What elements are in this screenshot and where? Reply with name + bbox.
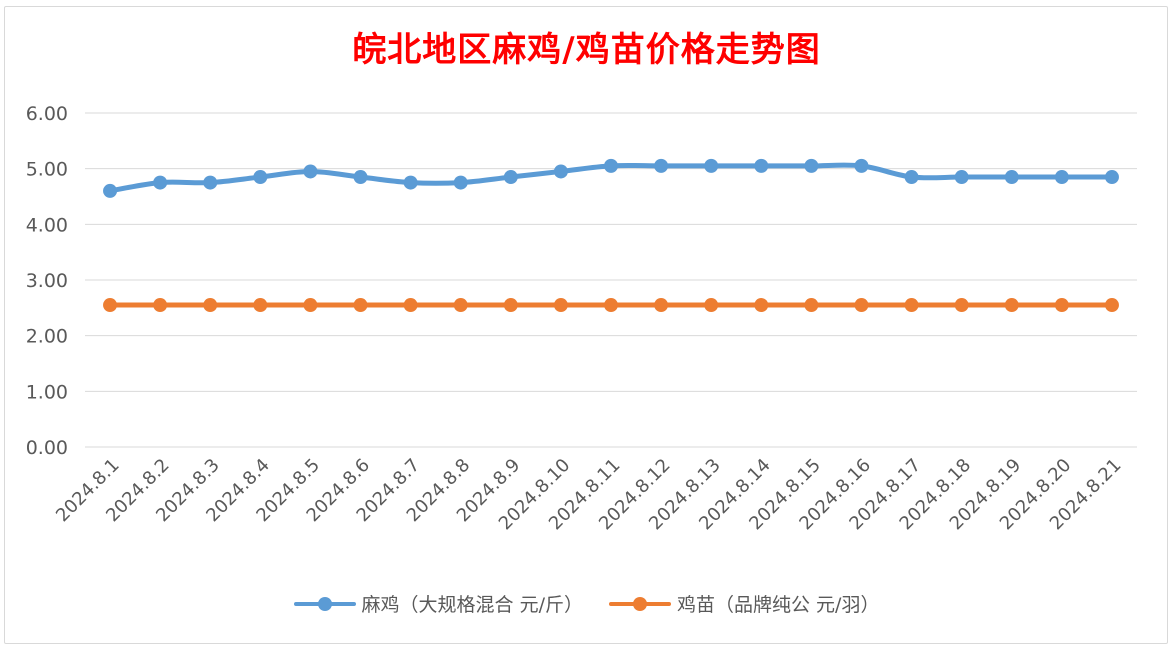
y-tick-label: 5.00 xyxy=(26,159,68,181)
legend-label-maji: 麻鸡（大规格混合 元/斤） xyxy=(361,594,583,616)
y-tick-label: 6.00 xyxy=(26,103,68,125)
data-point-1 xyxy=(153,298,168,313)
data-point-0 xyxy=(153,175,168,190)
data-point-0 xyxy=(654,158,669,173)
data-point-0 xyxy=(203,175,218,190)
data-point-1 xyxy=(704,298,719,313)
data-point-0 xyxy=(904,170,919,185)
data-point-1 xyxy=(954,298,969,313)
legend-item-jimiao: 鸡苗（品牌纯公 元/羽） xyxy=(609,590,879,617)
data-point-0 xyxy=(353,170,368,185)
data-point-1 xyxy=(503,298,518,313)
data-point-1 xyxy=(804,298,819,313)
y-tick-label: 4.00 xyxy=(26,214,68,236)
y-tick-label: 2.00 xyxy=(26,326,68,348)
data-point-1 xyxy=(553,298,568,313)
data-point-0 xyxy=(1054,170,1069,185)
data-point-0 xyxy=(103,183,118,198)
data-point-0 xyxy=(553,164,568,179)
data-point-1 xyxy=(854,298,869,313)
chart-area xyxy=(4,6,1168,644)
data-point-1 xyxy=(103,298,118,313)
data-point-0 xyxy=(503,170,518,185)
data-point-1 xyxy=(303,298,318,313)
data-point-1 xyxy=(1054,298,1069,313)
data-point-0 xyxy=(253,170,268,185)
data-point-0 xyxy=(854,158,869,173)
data-point-1 xyxy=(1104,298,1119,313)
data-point-0 xyxy=(1004,170,1019,185)
data-point-0 xyxy=(453,175,468,190)
data-point-0 xyxy=(704,158,719,173)
data-point-1 xyxy=(403,298,418,313)
data-point-0 xyxy=(1104,170,1119,185)
legend-label-jimiao: 鸡苗（品牌纯公 元/羽） xyxy=(677,594,880,616)
legend-item-maji: 麻鸡（大规格混合 元/斤） xyxy=(293,590,583,617)
data-point-0 xyxy=(954,170,969,185)
chart-title: 皖北地区麻鸡/鸡苗价格走势图 xyxy=(352,30,821,70)
data-point-0 xyxy=(804,158,819,173)
data-point-1 xyxy=(654,298,669,313)
y-tick-label: 0.00 xyxy=(26,437,68,459)
y-tick-label: 3.00 xyxy=(26,270,68,292)
legend-swatch-jimiao xyxy=(609,594,671,614)
data-point-1 xyxy=(203,298,218,313)
legend-swatch-maji xyxy=(293,594,356,614)
data-point-1 xyxy=(453,298,468,313)
data-point-0 xyxy=(403,175,418,190)
data-point-1 xyxy=(754,298,769,313)
data-point-1 xyxy=(253,298,268,313)
data-point-1 xyxy=(904,298,919,313)
data-point-0 xyxy=(303,164,318,179)
data-point-1 xyxy=(604,298,618,313)
data-point-0 xyxy=(754,158,769,173)
data-point-0 xyxy=(604,158,618,173)
chart-legend: 麻鸡（大规格混合 元/斤） 鸡苗（品牌纯公 元/羽） xyxy=(0,590,1173,617)
data-point-1 xyxy=(1004,298,1019,313)
y-tick-label: 1.00 xyxy=(26,381,68,403)
data-point-1 xyxy=(353,298,368,313)
